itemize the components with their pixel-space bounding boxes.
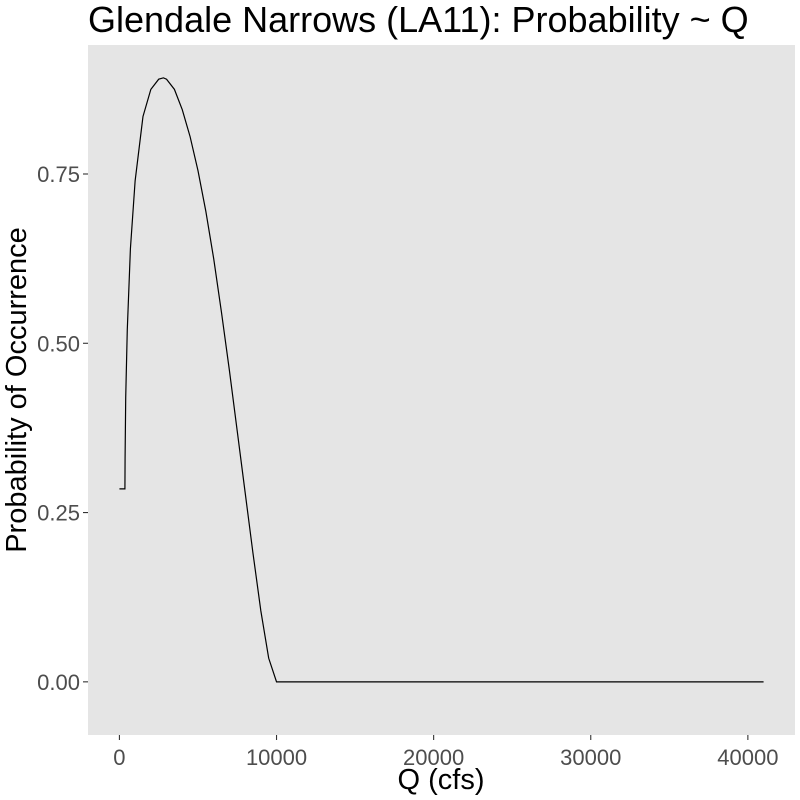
y-tick-label: 0.50 bbox=[37, 331, 80, 356]
y-axis-title: Probability of Occurrence bbox=[1, 227, 33, 553]
chart-title: Glendale Narrows (LA11): Probability ~ Q bbox=[88, 0, 749, 40]
y-tick-label: 0.75 bbox=[37, 162, 80, 187]
x-tick-label: 10000 bbox=[246, 745, 307, 770]
y-tick-label: 0.00 bbox=[37, 670, 80, 695]
series-line bbox=[119, 77, 764, 683]
y-tick-label: 0.25 bbox=[37, 501, 80, 526]
x-tick-label: 40000 bbox=[717, 745, 778, 770]
x-tick-label: 30000 bbox=[560, 745, 621, 770]
plot-panel bbox=[88, 45, 795, 735]
y-axis: 0.00 0.25 0.50 0.75 bbox=[37, 162, 88, 695]
x-axis: 0 10000 20000 30000 40000 bbox=[113, 735, 778, 770]
x-tick-label: 0 bbox=[113, 745, 125, 770]
x-axis-title: Q (cfs) bbox=[398, 764, 485, 796]
x-tick-label: 20000 bbox=[403, 745, 464, 770]
